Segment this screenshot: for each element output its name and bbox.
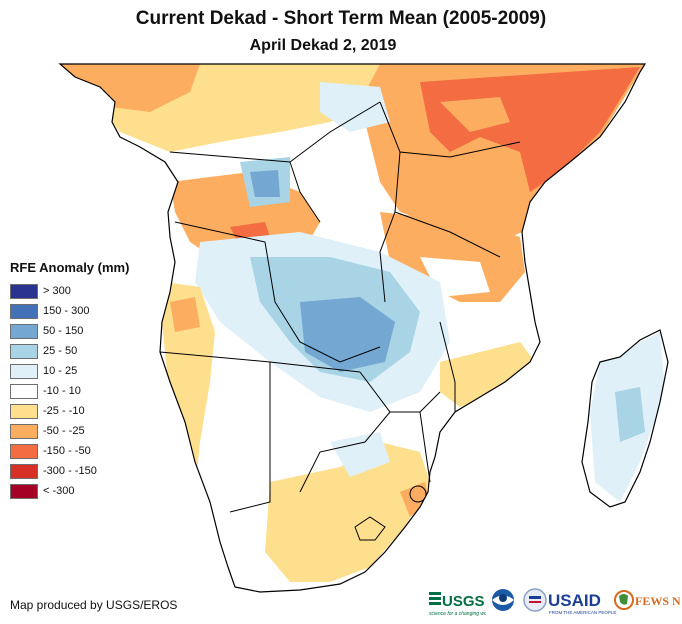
fewsnet-text: FEWS NET — [635, 594, 680, 608]
usaid-seal — [523, 588, 547, 612]
legend-item: 150 - 300 — [10, 301, 129, 321]
region-highveld — [330, 432, 390, 477]
legend-item: -25 - -10 — [10, 401, 129, 421]
legend-item: -10 - 10 — [10, 381, 129, 401]
legend-swatch — [10, 443, 38, 459]
usaid-tagline: FROM THE AMERICAN PEOPLE — [549, 610, 616, 615]
anomaly-map — [59, 63, 669, 593]
legend-item: > 300 — [10, 281, 129, 301]
legend-label: 150 - 300 — [43, 305, 90, 317]
legend-swatch — [10, 303, 38, 319]
legend: RFE Anomaly (mm) > 300 150 - 300 50 - 150 2… — [10, 260, 129, 501]
noaa-logo — [492, 589, 514, 611]
logo-strip: USGS science for a changing world USAID … — [428, 586, 680, 620]
region-south-africa — [265, 442, 430, 582]
legend-label: 50 - 150 — [43, 325, 84, 337]
region-angola-coast — [162, 282, 215, 492]
region-west-dry — [60, 64, 200, 112]
usaid-logo: USAID FROM THE AMERICAN PEOPLE — [548, 591, 616, 615]
legend-label: > 300 — [43, 285, 71, 297]
legend-swatch — [10, 343, 38, 359]
region-horn-inner — [440, 97, 510, 132]
usgs-text: USGS — [442, 593, 485, 610]
legend-item: < -300 — [10, 481, 129, 501]
legend-label: -25 - -10 — [43, 405, 85, 417]
legend-label: 10 - 25 — [43, 365, 78, 377]
credit-text: Map produced by USGS/EROS — [10, 598, 178, 612]
country-borders — [159, 101, 521, 541]
legend-label: -50 - -25 — [43, 425, 85, 437]
region-gabon — [100, 152, 160, 207]
legend-swatch — [10, 323, 38, 339]
legend-items: > 300 150 - 300 50 - 150 25 - 50 10 - 25 -10 … — [10, 281, 129, 501]
legend-item: -300 - -150 — [10, 461, 129, 481]
region-madagascar-wet — [615, 387, 645, 442]
fewsnet-logo: FEWS NET — [614, 590, 680, 610]
legend-item: 25 - 50 — [10, 341, 129, 361]
region-zambia-core — [300, 297, 395, 372]
legend-swatch — [10, 463, 38, 479]
legend-item: 10 - 25 — [10, 361, 129, 381]
region-angola-core — [170, 297, 200, 332]
usaid-text: USAID — [548, 591, 601, 610]
region-kzn — [400, 482, 430, 517]
legend-label: < -300 — [43, 485, 75, 497]
region-mozambique — [440, 342, 535, 407]
legend-item: -150 - -50 — [10, 441, 129, 461]
legend-label: -150 - -50 — [43, 445, 91, 457]
legend-label: 25 - 50 — [43, 345, 78, 357]
region-car-core — [250, 170, 280, 197]
madagascar-coastline — [581, 329, 669, 508]
legend-item: 50 - 150 — [10, 321, 129, 341]
legend-swatch — [10, 363, 38, 379]
region-ssudan — [320, 82, 390, 132]
legend-swatch — [10, 383, 38, 399]
usgs-logo: USGS science for a changing world — [429, 592, 486, 617]
legend-item: -50 - -25 — [10, 421, 129, 441]
legend-label: -10 - 10 — [43, 385, 81, 397]
legend-swatch — [10, 483, 38, 499]
legend-title: RFE Anomaly (mm) — [10, 260, 130, 275]
legend-swatch — [10, 403, 38, 419]
legend-label: -300 - -150 — [43, 465, 97, 477]
legend-swatch — [10, 423, 38, 439]
map-title: Current Dekad - Short Term Mean (2005-20… — [135, 8, 547, 29]
usgs-tagline: science for a changing world — [429, 611, 486, 617]
region-horn — [420, 67, 640, 192]
map-subtitle: April Dekad 2, 2019 — [249, 37, 397, 54]
legend-swatch — [10, 283, 38, 299]
